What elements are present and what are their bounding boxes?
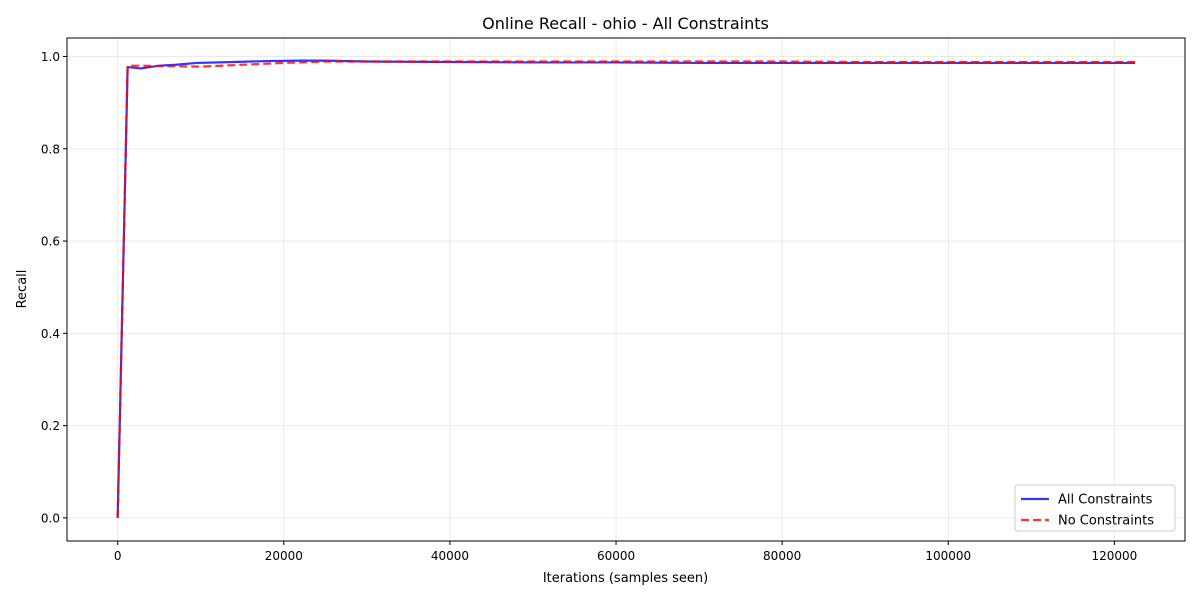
y-tick-label: 0.2 bbox=[41, 419, 60, 433]
legend-label: No Constraints bbox=[1058, 514, 1154, 529]
y-tick-label: 0.0 bbox=[41, 511, 60, 525]
y-tick-label: 1.0 bbox=[41, 50, 60, 64]
y-axis-label: Recall bbox=[15, 270, 30, 309]
y-tick-label: 0.8 bbox=[41, 142, 60, 156]
chart-title: Online Recall - ohio - All Constraints bbox=[482, 14, 769, 33]
y-tick-label: 0.4 bbox=[41, 327, 60, 341]
grid-lines bbox=[67, 38, 1185, 541]
series-line-no-constraints bbox=[116, 60, 1136, 518]
x-tick-label: 0 bbox=[114, 549, 122, 563]
series-line-all-constraints bbox=[116, 59, 1136, 518]
x-tick-label: 60000 bbox=[597, 549, 635, 563]
y-tick-label: 0.6 bbox=[41, 235, 60, 249]
x-tick-label: 120000 bbox=[1091, 549, 1137, 563]
x-tick-label: 40000 bbox=[431, 549, 469, 563]
legend-label: All Constraints bbox=[1058, 493, 1153, 508]
x-tick-label: 100000 bbox=[925, 549, 971, 563]
x-tick-label: 80000 bbox=[763, 549, 801, 563]
x-tick-label: 20000 bbox=[265, 549, 303, 563]
x-axis-ticks: 0 20000 40000 60000 80000 100000 120000 bbox=[114, 541, 1137, 563]
plot-area-frame bbox=[66, 37, 1186, 542]
series-lines bbox=[116, 59, 1136, 518]
x-axis-label: Iterations (samples seen) bbox=[543, 571, 708, 586]
legend: All Constraints No Constraints bbox=[1014, 484, 1176, 532]
legend-box bbox=[1014, 484, 1176, 532]
y-axis-ticks: 0.0 0.2 0.4 0.6 0.8 1.0 bbox=[41, 50, 67, 525]
